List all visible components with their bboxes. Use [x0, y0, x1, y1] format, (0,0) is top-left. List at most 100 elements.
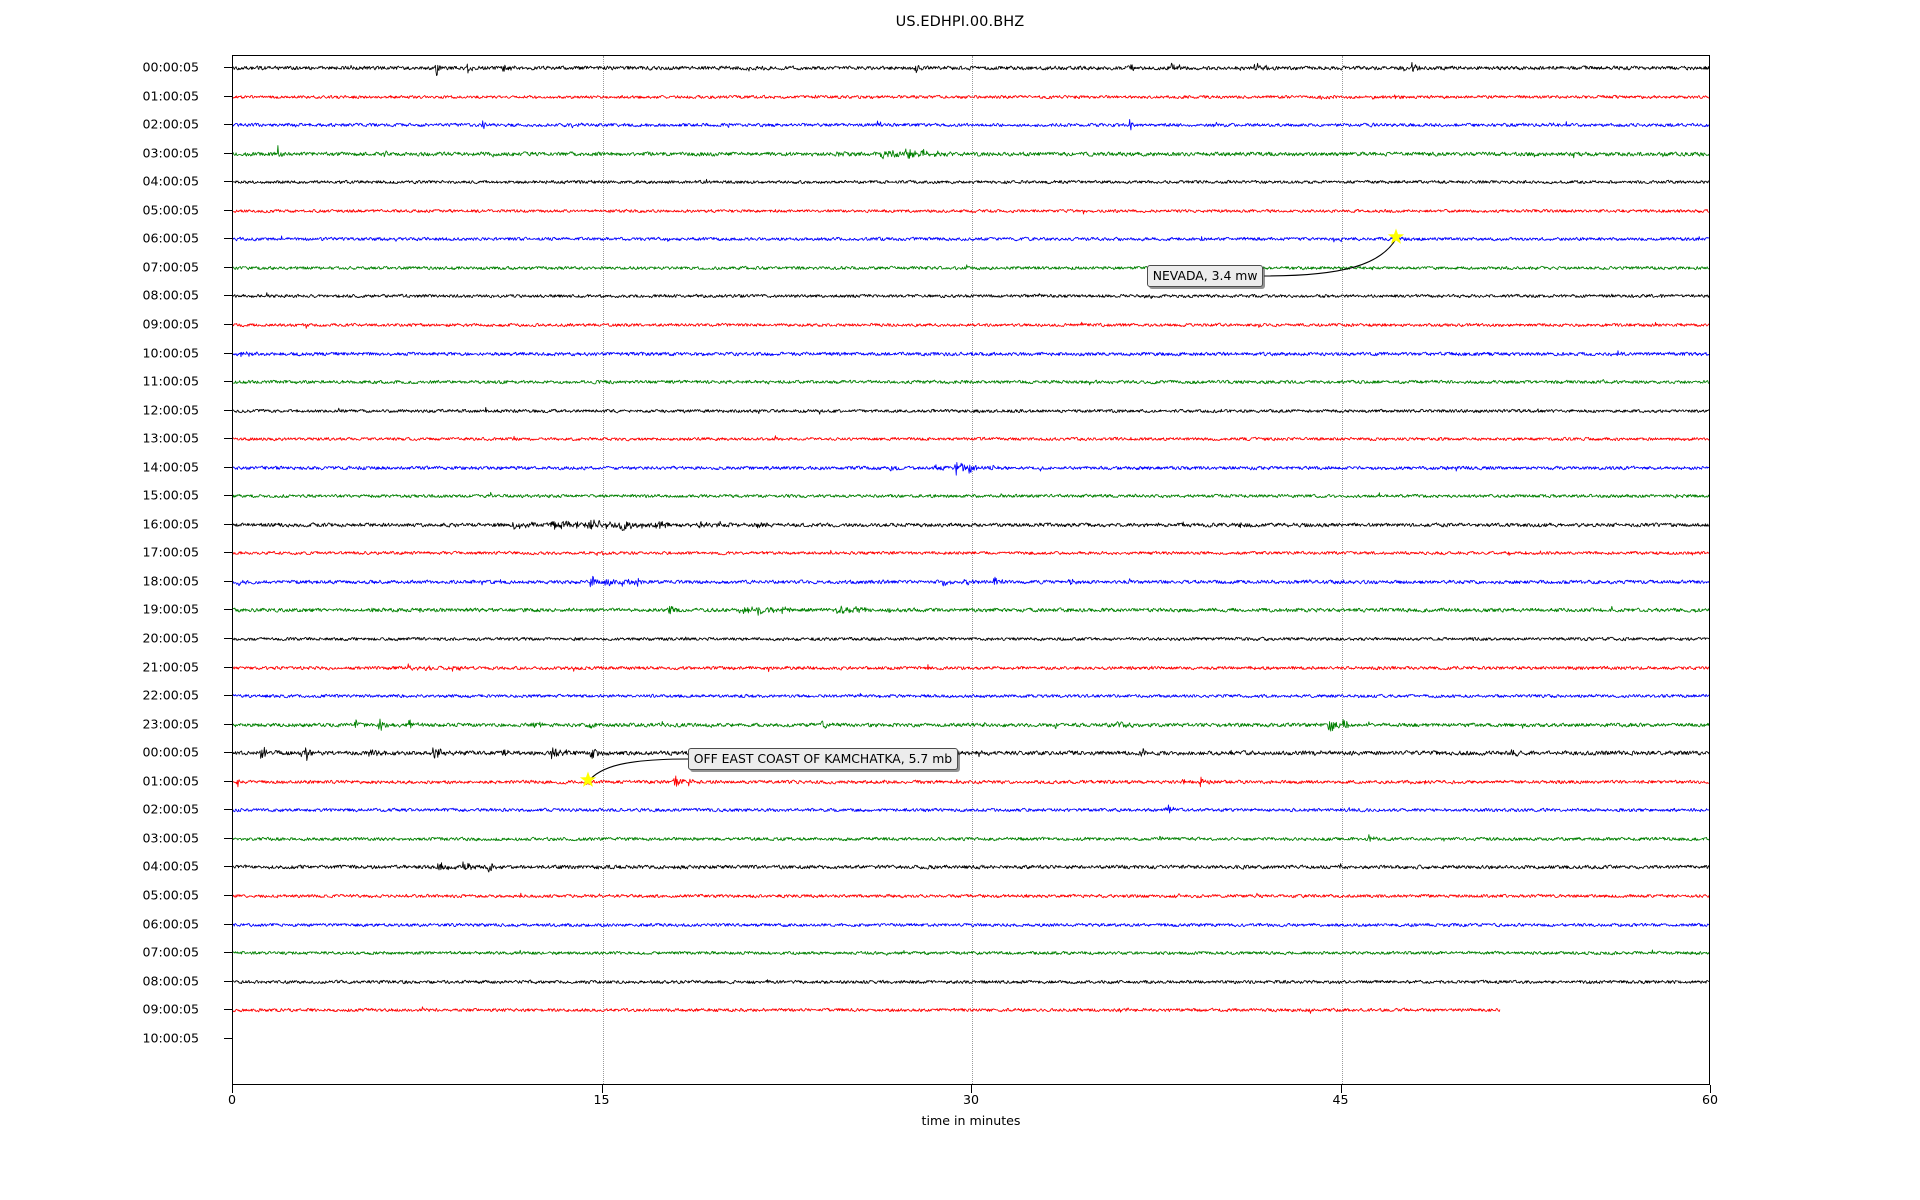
y-axis-tick-mark — [224, 523, 232, 525]
plot-clip-region — [233, 56, 1709, 1084]
y-axis-tick-mark — [224, 409, 232, 411]
trace-path — [233, 949, 1709, 956]
y-axis-tick-mark — [224, 381, 232, 383]
trace-path — [233, 321, 1709, 329]
trace-path — [233, 179, 1709, 185]
y-axis-tick-mark — [224, 67, 232, 68]
trace-path — [233, 861, 1709, 873]
seismic-trace-row — [233, 881, 1709, 911]
y-axis-tick-label: 02:00:05 — [142, 116, 199, 132]
seismic-trace-row — [233, 281, 1709, 311]
y-axis-tick-label: 08:00:05 — [142, 287, 199, 303]
trace-path — [233, 264, 1709, 271]
trace-path — [233, 492, 1709, 499]
seismic-trace-row — [233, 995, 1709, 1025]
trace-path — [233, 144, 1709, 159]
seismic-trace-row — [233, 653, 1709, 683]
seismic-trace-row — [233, 339, 1709, 369]
y-axis-tick-label: 03:00:05 — [142, 830, 199, 846]
y-axis-tick-label: 09:00:05 — [142, 1001, 199, 1017]
trace-path — [233, 775, 1709, 788]
x-axis-tick-label: 15 — [593, 1092, 610, 1107]
trace-path — [233, 519, 1709, 531]
trace-path — [233, 747, 1709, 762]
y-axis-tick-mark — [224, 238, 232, 240]
seismic-trace-row — [233, 824, 1709, 854]
seismic-trace-row — [233, 567, 1709, 597]
y-axis-tick-label: 16:00:05 — [142, 516, 199, 532]
y-axis-tick-label: 22:00:05 — [142, 687, 199, 703]
seismic-trace-row — [233, 139, 1709, 169]
y-axis-tick-mark — [224, 1009, 232, 1011]
event-star-marker — [579, 771, 596, 792]
trace-path — [233, 833, 1709, 842]
x-axis-tick-mark — [1340, 1085, 1342, 1093]
trace-path — [233, 208, 1709, 215]
seismic-trace-row — [233, 253, 1709, 283]
trace-path — [233, 978, 1709, 984]
y-axis-tick-label: 14:00:05 — [142, 459, 199, 475]
y-axis-tick-label: 07:00:05 — [142, 944, 199, 960]
trace-path — [233, 804, 1709, 814]
y-axis-tick-mark — [224, 495, 232, 497]
y-axis-tick-mark — [224, 181, 232, 183]
seismic-trace-row — [233, 738, 1709, 768]
y-axis-tick-label: 00:00:05 — [142, 59, 199, 75]
y-axis-tick-mark — [224, 124, 232, 126]
trace-path — [233, 1006, 1501, 1014]
trace-path — [233, 892, 1709, 899]
y-axis-tick-label: 08:00:05 — [142, 973, 199, 989]
y-axis-tick-mark — [224, 466, 232, 468]
x-axis-tick-mark — [1710, 1085, 1711, 1093]
event-star-marker — [1387, 228, 1404, 250]
x-axis-tick-mark — [971, 1085, 972, 1093]
x-axis-tick-label: 30 — [962, 1092, 980, 1107]
seismic-trace-row — [233, 681, 1709, 711]
seismic-trace-row — [233, 310, 1709, 340]
trace-path — [233, 379, 1709, 386]
x-axis-tick-label: 45 — [1332, 1092, 1349, 1107]
y-axis-tick-label: 18:00:05 — [142, 573, 199, 589]
trace-path — [233, 349, 1709, 357]
seismic-trace-row — [233, 110, 1709, 140]
event-annotation-label: OFF EAST COAST OF KAMCHATKA, 5.7 mb — [687, 747, 959, 770]
x-axis-tick-mark — [601, 1085, 603, 1093]
y-axis-tick-label: 10:00:05 — [142, 1030, 199, 1046]
y-axis-tick-label: 13:00:05 — [142, 430, 199, 446]
y-axis-tick-label: 01:00:05 — [142, 773, 199, 789]
y-axis-tick-label: 03:00:05 — [142, 145, 199, 161]
trace-path — [233, 461, 1709, 476]
y-axis-tick-mark — [224, 295, 232, 297]
y-axis-tick-mark — [224, 552, 232, 554]
seismic-trace-row — [233, 367, 1709, 397]
trace-path — [233, 662, 1709, 672]
trace-path — [233, 550, 1709, 557]
seismic-trace-row — [233, 795, 1709, 825]
y-axis-tick-mark — [224, 809, 232, 811]
y-axis-tick-mark — [224, 666, 232, 668]
y-axis-tick-mark — [224, 352, 232, 354]
trace-path — [233, 575, 1709, 588]
y-axis-tick-label: 21:00:05 — [142, 659, 199, 675]
gridline-x-15 — [602, 56, 604, 1084]
trace-path — [233, 606, 1709, 617]
trace-path — [233, 922, 1709, 927]
y-axis-tick-mark — [224, 752, 232, 754]
y-axis-tick-mark — [224, 952, 232, 954]
y-axis-tick-mark — [224, 609, 232, 611]
seismic-trace-row — [233, 538, 1709, 568]
y-axis-tick-mark — [224, 923, 232, 925]
trace-path — [233, 292, 1709, 300]
seismic-trace-row — [233, 1024, 1709, 1054]
y-axis-tick-label: 10:00:05 — [142, 345, 199, 360]
y-axis-tick-mark — [224, 438, 232, 440]
y-axis-tick-label: 15:00:05 — [142, 487, 199, 503]
y-axis-tick-mark — [224, 894, 232, 896]
seismic-trace-row — [233, 453, 1709, 483]
seismic-trace-row — [233, 910, 1709, 940]
y-axis-tick-mark — [224, 152, 232, 154]
trace-path — [233, 692, 1709, 699]
y-axis-tick-label: 11:00:05 — [142, 373, 199, 389]
y-axis-tick-mark — [224, 266, 232, 268]
